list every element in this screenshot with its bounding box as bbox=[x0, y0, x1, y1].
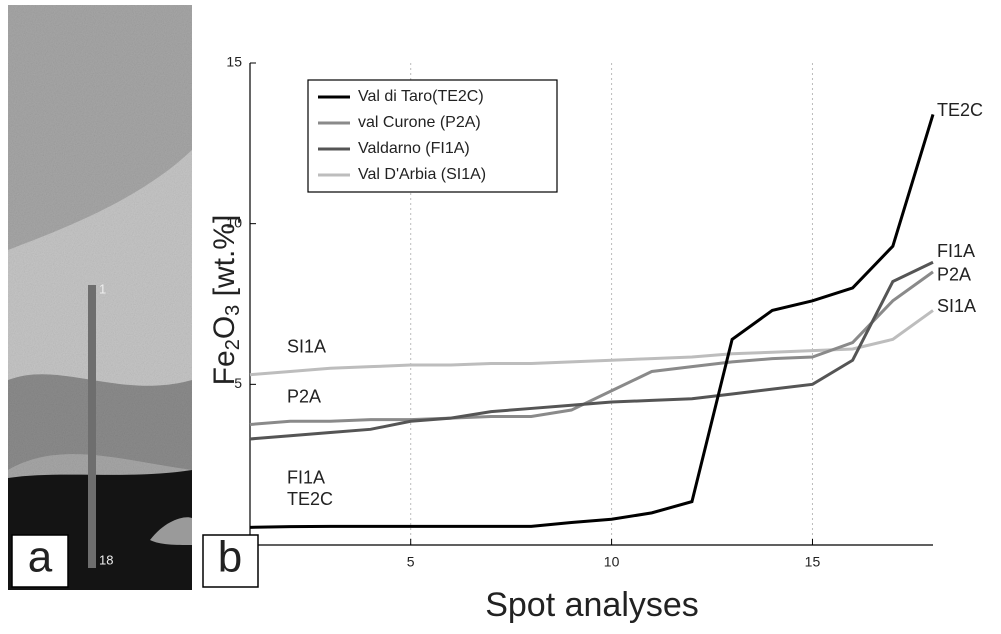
legend-label: val Curone (P2A) bbox=[358, 114, 481, 131]
photo-fragment bbox=[150, 517, 192, 545]
x-tick-label: 15 bbox=[805, 554, 821, 570]
series-start-label: P2A bbox=[287, 386, 321, 406]
x-tick-label: 10 bbox=[604, 554, 620, 570]
panel-label: a bbox=[28, 533, 53, 582]
series-end-label: SI1A bbox=[937, 296, 976, 316]
legend-label: Val D'Arbia (SI1A) bbox=[358, 166, 486, 183]
series-end-label: FI1A bbox=[937, 241, 975, 261]
scale-start: 1 bbox=[99, 281, 106, 296]
series-line bbox=[249, 260, 934, 441]
series-line bbox=[249, 309, 934, 377]
plot: 51015051015TE2CTE2CP2AP2AFI1AFI1ASI1ASI1… bbox=[226, 54, 983, 570]
photo-dark-band bbox=[8, 374, 192, 470]
y-tick-label: 15 bbox=[226, 54, 242, 70]
panel-label: b bbox=[218, 533, 242, 582]
legend-box bbox=[307, 79, 558, 193]
series-start-label: SI1A bbox=[287, 336, 326, 356]
y-axis-label: Fe2O3 [wt.%] bbox=[208, 215, 244, 386]
scale-bar bbox=[88, 285, 96, 568]
legend-label: Val di Taro(TE2C) bbox=[358, 88, 484, 105]
scale-end: 18 bbox=[99, 552, 113, 567]
series-line bbox=[249, 270, 934, 426]
legend: Val di Taro(TE2C) val Curone (P2A) Valdarn… bbox=[307, 79, 558, 193]
x-tick-label: 5 bbox=[407, 554, 415, 570]
legend-label: Valdarno (FI1A) bbox=[358, 140, 470, 157]
series-start-label: FI1A bbox=[287, 468, 325, 488]
y-tick-label: 10 bbox=[226, 214, 242, 230]
series-end-label: TE2C bbox=[937, 100, 983, 120]
panel-label-box bbox=[11, 534, 69, 588]
photo-panel: 1 18 bbox=[8, 5, 192, 590]
series-start-label: TE2C bbox=[287, 489, 333, 509]
x-axis-label: Spot analyses bbox=[485, 586, 699, 624]
series-line bbox=[249, 113, 935, 529]
series-end-label: P2A bbox=[937, 265, 971, 285]
photo-light-zone bbox=[8, 150, 192, 420]
panel-label-box bbox=[202, 534, 259, 588]
y-tick-label: 5 bbox=[234, 375, 242, 391]
